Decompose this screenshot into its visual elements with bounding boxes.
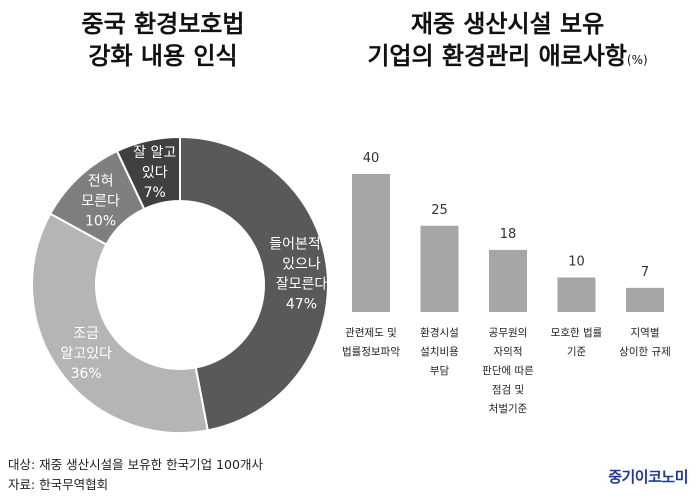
bar-chart-title: 재중 생산시설 보유 기업의 환경관리 애로사항(%) — [335, 8, 680, 76]
footer-subject: 대상: 재중 생산시설을 보유한 한국기업 100개사 — [8, 457, 263, 472]
bar-category-regional-rules: 지역별 상이한 규제 — [619, 327, 671, 358]
bar-category-vague-law: 모호한 법률 기준 — [550, 327, 603, 358]
bar-category-law-info: 관련제도 및 법률정보파악 — [342, 327, 400, 358]
donut-slice-know-little — [31, 212, 209, 434]
bar-title-line1: 재중 생산시설 보유 — [410, 10, 605, 38]
bar-title-line2-text: 기업의 환경관리 애로사항 — [367, 42, 627, 70]
bar-official-discretion — [489, 249, 527, 312]
donut-label-know-little: 조금 알고있다 36% — [60, 326, 112, 382]
bar-category-official-discretion: 공무원의 자의적 판단에 따른 점검 및 처벌기준 — [482, 327, 534, 415]
bar-value-official-discretion: 18 — [500, 227, 517, 242]
bar-title-line2: 기업의 환경관리 애로사항(%) — [335, 40, 680, 76]
footer-source: 자료: 한국무역협회 — [8, 477, 109, 492]
donut-label-heard-not-know: 들어본적은 있으나 잘모른다 47% — [269, 237, 334, 313]
bar-value-facility-cost: 25 — [431, 203, 448, 218]
bar-facility-cost — [420, 225, 459, 312]
bar-regional-rules — [626, 287, 664, 312]
bar-vague-law — [557, 277, 596, 312]
bar-category-facility-cost: 환경시설 설치비용 부담 — [420, 327, 459, 377]
donut-slice-know-well — [115, 135, 181, 211]
bar-value-law-info: 40 — [363, 151, 380, 166]
donut-label-know-well: 잘 알고 있다 7% — [133, 145, 176, 201]
bar-title-unit: (%) — [626, 53, 648, 67]
brand-logo: 중기이코노미 — [608, 468, 688, 486]
donut-label-not-know-at-all: 전혀 모른다 10% — [81, 173, 120, 229]
bar-value-vague-law: 10 — [568, 255, 585, 270]
bar-value-regional-rules: 7 — [641, 265, 649, 280]
donut-slice-heard-not-know — [179, 135, 329, 432]
donut-chart-title: 중국 환경보호법 강화 내용 인식 — [28, 8, 298, 72]
bar-law-info — [352, 174, 390, 312]
donut-title-line1: 중국 환경보호법 — [81, 10, 245, 38]
donut-title-line2: 강화 내용 인식 — [88, 42, 238, 70]
